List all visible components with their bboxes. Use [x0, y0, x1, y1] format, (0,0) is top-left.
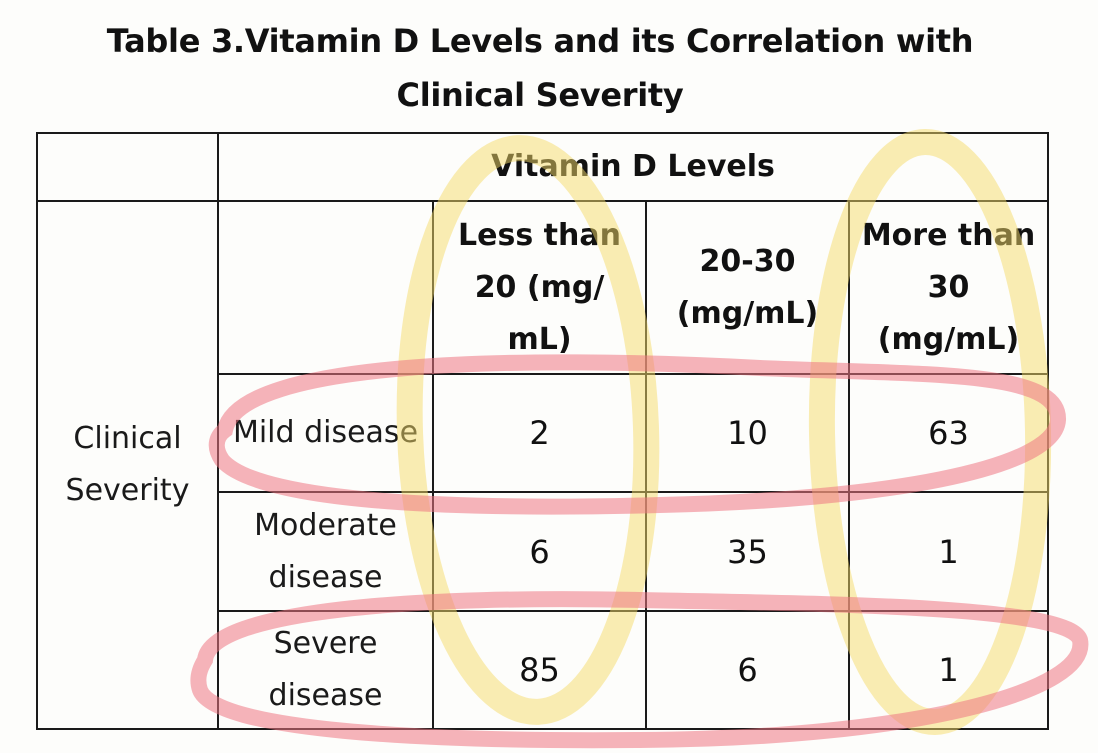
cell-severe-more-than-30: 1	[847, 610, 1050, 730]
empty-subheader-cell	[217, 200, 434, 375]
cell-moderate-more-than-30: 1	[847, 491, 1050, 612]
row-label-mild: Mild disease	[217, 373, 434, 493]
cell-mild-more-than-30: 63	[847, 373, 1050, 493]
row-label-severe: Severe disease	[217, 610, 434, 730]
cell-mild-less-than-20: 2	[432, 373, 647, 493]
clinical-severity-label: Clinical Severity	[36, 200, 219, 730]
title-line-2: Clinical Severity	[396, 76, 684, 114]
row-label-moderate: Moderate disease	[217, 491, 434, 612]
cell-severe-20-30: 6	[645, 610, 850, 730]
empty-corner-cell	[36, 132, 219, 202]
vitamin-d-levels-header: Vitamin D Levels	[216, 132, 1050, 202]
table-title: Table 3.Vitamin D Levels and its Correla…	[0, 14, 1080, 122]
column-header-more-than-30: More than 30 (mg/mL)	[847, 200, 1050, 375]
column-header-20-30: 20-30 (mg/mL)	[645, 200, 850, 375]
cell-moderate-less-than-20: 6	[432, 491, 647, 612]
column-header-less-than-20: Less than 20 (mg/ mL)	[432, 200, 647, 375]
cell-mild-20-30: 10	[645, 373, 850, 493]
cell-severe-less-than-20: 85	[432, 610, 647, 730]
vitamin-d-table: Vitamin D Levels Clinical Severity Less …	[36, 132, 1050, 730]
title-line-1: Table 3.Vitamin D Levels and its Correla…	[106, 22, 974, 60]
cell-moderate-20-30: 35	[645, 491, 850, 612]
